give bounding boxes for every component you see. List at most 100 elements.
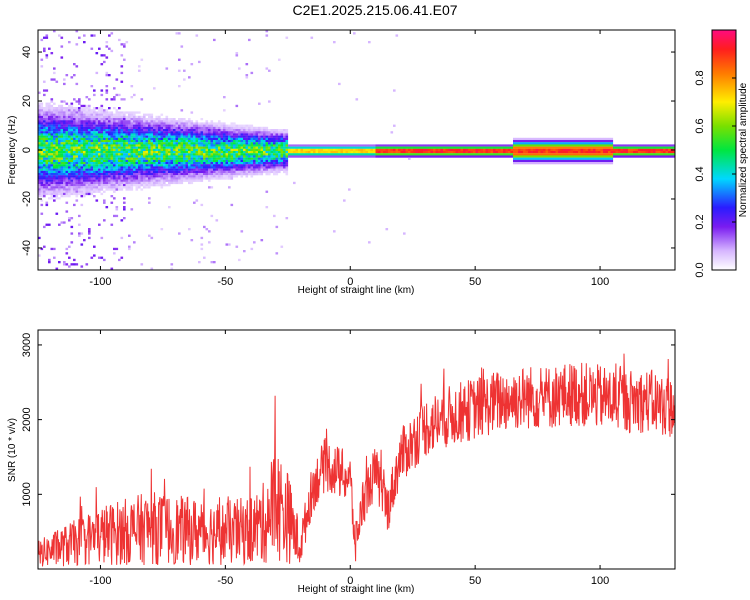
spectrogram-cell — [175, 170, 179, 174]
spectrogram-cell — [40, 168, 44, 171]
spectrogram-cell — [95, 140, 99, 143]
spectrogram-cell — [88, 166, 91, 169]
spectrogram-cell — [400, 151, 404, 154]
spectrogram-cell — [433, 148, 436, 152]
spectrogram-cell — [558, 144, 561, 147]
spectrogram-cell — [558, 157, 561, 160]
spectrogram-cell — [53, 122, 56, 125]
spectrogram-cell — [210, 137, 214, 141]
spectrogram-cell — [538, 159, 541, 163]
spectrogram-cell — [200, 236, 204, 240]
spectrogram-cell — [233, 140, 236, 143]
spectrogram-cell — [203, 126, 206, 130]
spectrogram-cell — [65, 170, 69, 174]
x-tick-label: 50 — [469, 276, 481, 288]
spectrogram-cell — [208, 168, 211, 171]
spectrogram-cell — [38, 115, 41, 119]
spectrogram-cell — [155, 140, 159, 143]
spectrogram-cell — [118, 93, 121, 97]
spectrogram-cell — [135, 170, 139, 174]
spectrogram-cell — [503, 148, 506, 152]
spectrogram-cell — [180, 181, 184, 185]
spectrogram-cell — [628, 144, 631, 147]
spectrogram-cell — [258, 144, 261, 147]
spectrogram-cell — [565, 148, 569, 152]
spectrogram-cell — [65, 164, 69, 167]
spectrogram-cell — [50, 126, 54, 130]
spectrogram-cell — [183, 170, 186, 174]
spectrogram-cell — [120, 135, 124, 138]
spectrogram-cell — [65, 181, 69, 185]
spectrogram-cell — [513, 162, 516, 165]
spectrogram-cell — [653, 146, 656, 149]
spectrogram-cell — [65, 195, 69, 198]
spectrogram-cell — [128, 166, 131, 169]
spectrogram-cell — [233, 162, 236, 165]
spectrogram-cell — [190, 135, 194, 138]
spectrogram-cell — [170, 168, 174, 171]
spectrogram-cell — [65, 177, 69, 180]
spectrogram-cell — [225, 135, 229, 138]
spectrogram-cell — [98, 133, 101, 136]
spectrogram-cell — [75, 170, 79, 174]
spectrogram-cell — [510, 155, 514, 158]
spectrogram-cell — [138, 179, 141, 182]
spectrogram-cell — [195, 168, 199, 171]
spectrogram-cell — [80, 265, 84, 268]
spectrogram-cell — [70, 173, 74, 176]
spectrogram-cell — [48, 168, 51, 171]
spectrogram-cell — [120, 43, 124, 46]
spectrogram-cell — [503, 153, 506, 156]
spectrogram-cell — [60, 111, 64, 114]
spectrogram-cell — [355, 151, 359, 154]
spectrogram-cell — [70, 184, 74, 187]
spectrogram-cell — [468, 151, 471, 154]
spectrogram-cell — [93, 188, 96, 191]
spectrogram-cell — [173, 133, 176, 136]
spectrogram-cell — [350, 148, 354, 152]
spectrogram-cell — [280, 245, 284, 248]
spectrogram-cell — [535, 146, 539, 149]
spectrogram-cell — [100, 175, 104, 178]
spectrogram-cell — [170, 137, 174, 141]
spectrogram-cell — [408, 151, 411, 154]
spectrogram-cell — [60, 146, 64, 149]
spectrogram-cell — [175, 144, 179, 147]
spectrogram-cell — [133, 129, 136, 132]
spectrogram-cell — [380, 151, 384, 154]
spectrogram-cell — [50, 107, 54, 110]
spectrogram-cell — [275, 129, 279, 132]
spectrogram-cell — [268, 131, 271, 134]
spectrogram-cell — [63, 157, 66, 160]
spectrogram-cell — [93, 144, 96, 147]
spectrogram-cell — [80, 177, 84, 180]
spectrogram-cell — [160, 173, 164, 176]
spectrogram-cell — [113, 214, 116, 218]
spectrogram-cell — [43, 195, 46, 198]
spectrogram-cell — [73, 192, 76, 196]
spectrogram-cell — [85, 166, 89, 169]
spectrogram-cell — [148, 124, 151, 127]
spectrogram-cell — [495, 146, 499, 149]
spectrogram-cell — [140, 166, 144, 169]
spectrogram-cell — [55, 118, 59, 121]
spectrogram-cell — [280, 159, 284, 163]
spectrogram-cell — [40, 175, 44, 178]
spectrogram-cell — [568, 144, 571, 147]
spectrogram-cell — [215, 170, 219, 174]
spectrogram-cell — [50, 131, 54, 134]
spectrogram-cell — [195, 133, 199, 136]
spectrogram-cell — [415, 148, 419, 152]
spectrogram-cell — [43, 135, 46, 138]
spectrogram-cell — [500, 155, 504, 158]
spectrogram-cell — [150, 146, 154, 149]
spectrogram-cell — [45, 129, 49, 132]
spectrogram-cell — [58, 179, 61, 182]
spectrogram-cell — [93, 166, 96, 169]
spectrogram-cell — [333, 144, 336, 147]
spectrogram-cell — [105, 168, 109, 171]
spectrogram-cell — [55, 190, 59, 193]
spectrogram-cell — [105, 206, 109, 209]
spectrogram-cell — [60, 186, 64, 189]
spectrogram-cell — [43, 177, 46, 180]
